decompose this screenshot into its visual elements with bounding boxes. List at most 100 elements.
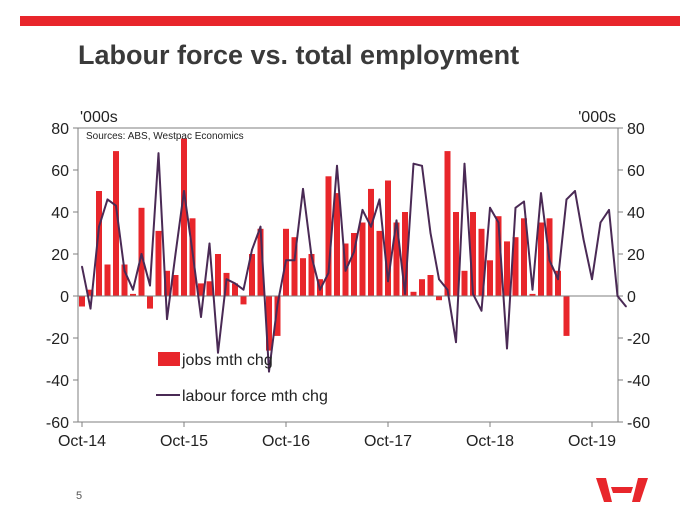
bar-jobs-mth-chg	[393, 222, 400, 296]
point-labour-force-mth-chg	[174, 253, 177, 255]
x-tick-label: Oct-18	[466, 433, 514, 450]
point-labour-force-mth-chg	[157, 152, 160, 155]
slide-title: Labour force vs. total employment	[78, 40, 520, 70]
bar-jobs-mth-chg	[419, 279, 425, 296]
bar-jobs-mth-chg	[291, 237, 298, 296]
point-labour-force-mth-chg	[361, 209, 364, 211]
y-tick-label-left: 40	[51, 205, 69, 222]
point-labour-force-mth-chg	[574, 190, 576, 192]
point-labour-force-mth-chg	[344, 269, 347, 272]
bar-jobs-mth-chg	[172, 275, 179, 296]
point-labour-force-mth-chg	[608, 209, 610, 211]
x-tick-label: Oct-15	[160, 433, 208, 450]
y-tick-label-right: 40	[627, 205, 645, 222]
bar-jobs-mth-chg	[334, 193, 340, 296]
bar-jobs-mth-chg	[215, 254, 221, 296]
bar-jobs-mth-chg	[487, 260, 493, 296]
y-tick-label-right: -20	[627, 331, 650, 348]
point-labour-force-mth-chg	[242, 288, 245, 291]
point-labour-force-mth-chg	[506, 347, 508, 350]
point-labour-force-mth-chg	[395, 219, 398, 222]
bar-jobs-mth-chg	[385, 180, 391, 296]
point-labour-force-mth-chg	[472, 293, 474, 295]
point-labour-force-mth-chg	[548, 259, 551, 262]
y-tick-label-right: 0	[627, 289, 636, 306]
point-labour-force-mth-chg	[412, 162, 415, 165]
x-tick-label: Oct-16	[262, 433, 310, 450]
point-labour-force-mth-chg	[591, 278, 593, 281]
point-labour-force-mth-chg	[166, 318, 168, 320]
point-labour-force-mth-chg	[123, 269, 126, 272]
bar-jobs-mth-chg	[368, 188, 374, 296]
point-labour-force-mth-chg	[200, 316, 202, 318]
y-tick-label-right: 80	[627, 121, 645, 138]
labels-layer: 80 80 60 60 40 40 20 20 0 0 -20 -20 -40 -40 -60 -60 '000…	[46, 109, 650, 450]
bar-jobs-mth-chg	[113, 151, 119, 296]
legend-label-jobs: jobs mth chg	[181, 352, 273, 369]
bar-jobs-mth-chg	[274, 296, 281, 336]
point-labour-force-mth-chg	[293, 259, 296, 262]
bar-jobs-mth-chg	[206, 281, 213, 296]
bar-jobs-mth-chg	[325, 176, 332, 296]
point-labour-force-mth-chg	[378, 198, 381, 201]
point-labour-force-mth-chg	[225, 278, 228, 281]
point-labour-force-mth-chg	[353, 251, 355, 253]
axes-layer	[73, 127, 623, 427]
point-labour-force-mth-chg	[582, 238, 585, 241]
y-tick-label-left: -40	[46, 373, 69, 390]
westpac-logo	[596, 478, 648, 502]
bar-jobs-mth-chg	[470, 212, 476, 296]
y-right-unit-label: '000s	[578, 109, 616, 126]
bar-jobs-mth-chg	[427, 275, 434, 296]
bar-jobs-mth-chg	[121, 264, 128, 296]
point-labour-force-mth-chg	[106, 198, 109, 201]
point-labour-force-mth-chg	[616, 295, 619, 297]
point-labour-force-mth-chg	[285, 259, 287, 262]
bar-jobs-mth-chg	[240, 296, 247, 305]
y-left-unit-label: '000s	[80, 109, 118, 126]
point-labour-force-mth-chg	[183, 190, 185, 192]
bar-jobs-mth-chg	[249, 254, 255, 296]
bar-jobs-mth-chg	[538, 222, 544, 296]
point-labour-force-mth-chg	[446, 288, 449, 291]
point-labour-force-mth-chg	[497, 221, 500, 224]
point-labour-force-mth-chg	[514, 206, 517, 209]
y-tick-label-left: 60	[51, 163, 69, 180]
point-labour-force-mth-chg	[276, 303, 279, 306]
point-labour-force-mth-chg	[81, 265, 83, 268]
legend-swatch-jobs	[158, 352, 180, 366]
bar-jobs-mth-chg	[181, 138, 187, 296]
bar-jobs-mth-chg	[96, 191, 102, 296]
point-labour-force-mth-chg	[599, 221, 602, 224]
legend-label-labour-force: labour force mth chg	[182, 388, 328, 405]
x-tick-label: Oct-14	[58, 433, 106, 450]
point-labour-force-mth-chg	[327, 272, 330, 274]
line-layer	[81, 152, 627, 373]
bar-jobs-mth-chg	[521, 218, 527, 296]
point-labour-force-mth-chg	[429, 232, 432, 234]
top-accent-bar	[20, 16, 680, 26]
bar-jobs-mth-chg	[147, 296, 153, 309]
y-tick-label-left: 0	[60, 289, 69, 306]
point-labour-force-mth-chg	[565, 198, 568, 201]
bar-jobs-mth-chg	[232, 283, 238, 296]
point-labour-force-mth-chg	[149, 284, 151, 287]
y-tick-label-left: -60	[46, 415, 69, 432]
bar-jobs-mth-chg	[478, 228, 485, 296]
y-tick-label-left: 20	[51, 247, 69, 264]
bar-jobs-mth-chg	[444, 151, 451, 296]
point-labour-force-mth-chg	[455, 341, 457, 344]
point-labour-force-mth-chg	[115, 204, 117, 207]
y-tick-label-right: 60	[627, 163, 645, 180]
point-labour-force-mth-chg	[191, 251, 194, 253]
point-labour-force-mth-chg	[463, 162, 466, 165]
bar-jobs-mth-chg	[308, 254, 315, 296]
y-tick-label-right: -40	[627, 373, 650, 390]
point-labour-force-mth-chg	[387, 280, 389, 283]
bar-jobs-mth-chg	[164, 270, 170, 296]
point-labour-force-mth-chg	[319, 288, 321, 291]
bar-jobs-mth-chg	[376, 230, 383, 296]
point-labour-force-mth-chg	[404, 293, 406, 295]
y-tick-label-right: 20	[627, 247, 645, 264]
point-labour-force-mth-chg	[540, 192, 542, 195]
